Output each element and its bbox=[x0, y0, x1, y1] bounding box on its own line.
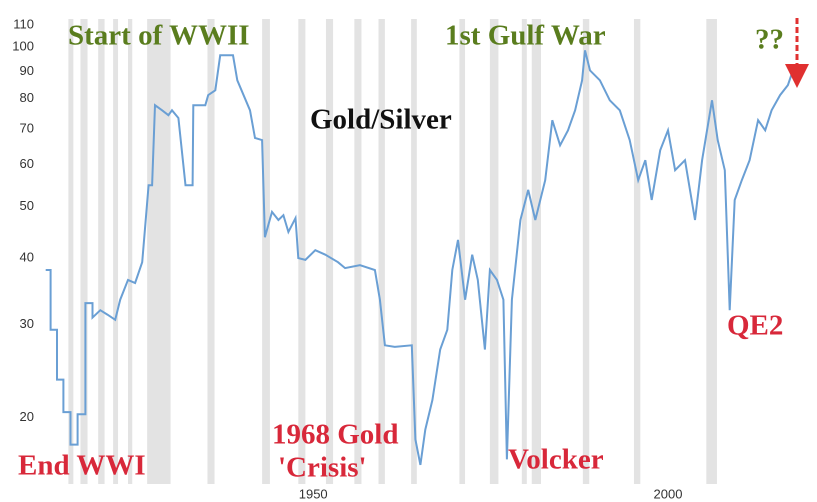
y-tick-label: 50 bbox=[20, 198, 34, 213]
recession-band bbox=[582, 19, 590, 484]
y-tick-label: 30 bbox=[20, 316, 34, 331]
annotation: Volcker bbox=[508, 444, 604, 476]
recession-band bbox=[113, 19, 119, 484]
recession-band bbox=[147, 19, 171, 484]
annotation: ?? bbox=[755, 24, 784, 56]
chart-title: Gold/Silver bbox=[310, 104, 452, 136]
recession-band bbox=[411, 19, 417, 484]
recession-band bbox=[354, 19, 362, 484]
recession-band bbox=[262, 19, 270, 484]
x-tick-label: 1950 bbox=[299, 486, 328, 501]
annotation: End WWI bbox=[18, 450, 146, 482]
y-tick-label: 70 bbox=[20, 121, 34, 136]
recession-band bbox=[98, 19, 105, 484]
recession-band bbox=[127, 19, 133, 484]
y-tick-label: 40 bbox=[20, 250, 34, 265]
recession-band bbox=[298, 19, 306, 484]
annotation: 1968 Gold bbox=[272, 419, 399, 451]
recession-band bbox=[521, 19, 527, 484]
y-tick-label: 80 bbox=[20, 90, 34, 105]
recession-band bbox=[459, 19, 466, 484]
recession-band bbox=[378, 19, 385, 484]
recession-band bbox=[207, 19, 215, 484]
recession-band bbox=[68, 19, 74, 484]
y-tick-label: 110 bbox=[13, 17, 34, 32]
recession-band bbox=[706, 19, 717, 484]
annotation: 'Crisis' bbox=[278, 452, 367, 484]
y-tick-label: 90 bbox=[20, 63, 34, 78]
annotation: QE2 bbox=[727, 310, 783, 342]
recession-band bbox=[80, 19, 88, 484]
recession-band bbox=[325, 19, 334, 484]
x-tick-label: 2000 bbox=[654, 486, 683, 501]
recession-band bbox=[489, 19, 499, 484]
y-tick-label: 100 bbox=[12, 39, 34, 54]
y-tick-label: 20 bbox=[20, 409, 34, 424]
annotation: 1st Gulf War bbox=[445, 20, 606, 52]
y-tick-label: 60 bbox=[20, 156, 34, 171]
recession-band bbox=[633, 19, 641, 484]
annotation: Start of WWII bbox=[68, 20, 250, 52]
recession-band bbox=[531, 19, 541, 484]
data-line bbox=[45, 50, 794, 466]
